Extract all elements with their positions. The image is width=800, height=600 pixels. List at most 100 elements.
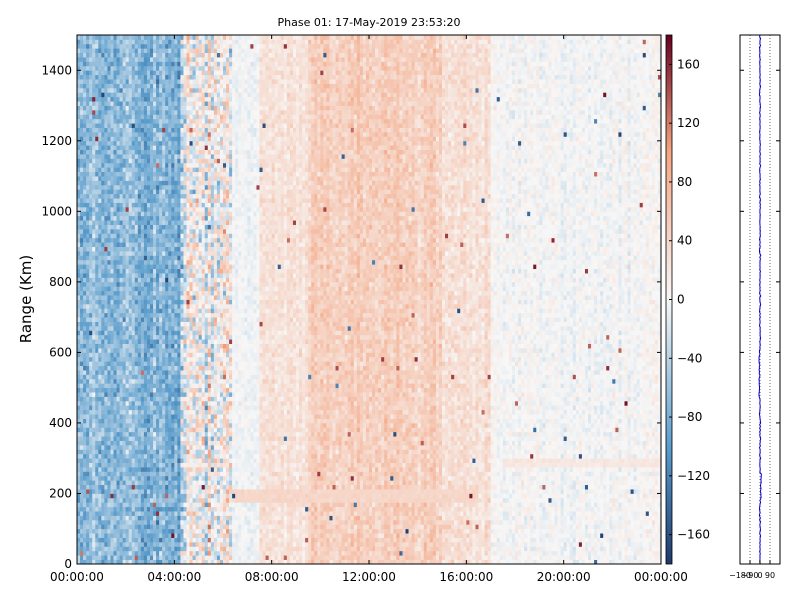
heatmap-cell: [86, 546, 90, 552]
heatmap-cell: [86, 180, 90, 186]
heatmap-cell: [183, 449, 187, 455]
heatmap-cell: [95, 431, 99, 437]
heatmap-cell: [156, 537, 160, 543]
heatmap-cell: [198, 427, 203, 433]
heatmap-cell: [180, 467, 184, 472]
heatmap-cell: [86, 484, 90, 490]
heatmap-cell: [101, 387, 105, 393]
heatmap-cell: [89, 378, 93, 384]
heatmap-cell: [107, 242, 111, 247]
heatmap-cell: [195, 458, 200, 464]
heatmap-cell: [125, 158, 130, 164]
heatmap-cell: [119, 541, 124, 547]
heatmap-cell: [80, 537, 84, 543]
heatmap-cell: [116, 268, 120, 274]
heatmap-cell: [128, 149, 133, 155]
heatmap-cell: [119, 489, 124, 494]
heatmap-cell: [137, 400, 142, 406]
heatmap-cell: [150, 475, 154, 481]
heatmap-cell: [80, 436, 84, 441]
heatmap-cell: [98, 79, 102, 84]
heatmap-cell: [80, 193, 84, 199]
heatmap-cell: [134, 440, 139, 446]
heatmap-cell: [116, 286, 120, 292]
heatmap-cell: [86, 246, 90, 252]
heatmap-cell: [180, 374, 184, 380]
heatmap-cell: [92, 475, 96, 481]
heatmap-cell: [180, 405, 184, 411]
heatmap-cell: [134, 101, 139, 106]
heatmap-cell: [189, 273, 193, 278]
heatmap-cell: [162, 158, 166, 164]
heatmap-cell: [89, 312, 93, 318]
heatmap-cell: [101, 211, 105, 217]
heatmap-cell: [150, 264, 154, 270]
heatmap-cell: [156, 409, 160, 415]
heatmap-cell: [131, 541, 136, 547]
heatmap-cell: [153, 550, 157, 556]
heatmap-cell: [119, 180, 124, 186]
heatmap-cell: [140, 57, 145, 62]
heatmap-cell: [140, 352, 145, 358]
heatmap-cell: [113, 339, 117, 344]
heatmap-cell: [89, 184, 93, 190]
heatmap-cell: [92, 35, 96, 40]
heatmap-cell: [119, 361, 124, 367]
heatmap-cell: [162, 70, 166, 76]
heatmap-cell: [162, 109, 166, 115]
heatmap-cell: [92, 158, 96, 164]
heatmap-cell: [107, 264, 111, 270]
heatmap-cell: [143, 312, 148, 318]
heatmap-cell: [98, 48, 102, 54]
heatmap-cell: [165, 259, 169, 265]
heatmap-cell: [134, 123, 139, 128]
heatmap-cell: [131, 440, 136, 446]
heatmap-cell: [104, 471, 108, 477]
heatmap-cell: [128, 83, 133, 89]
heatmap-cell: [165, 546, 169, 552]
heatmap-cell: [110, 312, 114, 318]
heatmap-cell: [159, 167, 163, 173]
heatmap-cell: [140, 295, 145, 300]
heatmap-cell: [95, 497, 99, 503]
heatmap-cell: [110, 251, 114, 256]
heatmap-cell: [189, 202, 193, 208]
heatmap-cell: [140, 361, 145, 367]
heatmap-cell: [107, 149, 111, 155]
heatmap-cell: [201, 396, 206, 402]
heatmap-cell: [140, 480, 145, 486]
heatmap-cell: [89, 286, 93, 292]
heatmap-cell: [165, 392, 169, 397]
heatmap-cell: [162, 347, 166, 353]
heatmap-cell: [168, 246, 172, 252]
heatmap-cell: [86, 365, 90, 371]
heatmap-cell: [192, 356, 197, 362]
heatmap-cell: [80, 546, 84, 552]
heatmap-cell: [110, 118, 114, 124]
heatmap-cell: [116, 39, 120, 45]
heatmap-cell: [77, 515, 81, 521]
heatmap-cell: [171, 74, 175, 80]
heatmap-cell: [137, 255, 142, 261]
heatmap-cell: [201, 299, 206, 305]
heatmap-cell: [92, 87, 96, 93]
heatmap-cell: [137, 215, 142, 221]
heatmap-cell: [95, 489, 99, 494]
heatmap-cell: [189, 281, 193, 287]
heatmap-cell: [131, 321, 136, 327]
heatmap-cell: [177, 422, 181, 428]
heatmap-cell: [162, 427, 166, 433]
heatmap-cell: [156, 39, 160, 45]
heatmap-cell: [110, 48, 114, 54]
heatmap-cell: [180, 140, 184, 146]
heatmap-cell: [143, 453, 148, 459]
heatmap-cell: [177, 458, 181, 464]
heatmap-cell: [143, 228, 148, 234]
heatmap-cell: [128, 484, 133, 490]
heatmap-cell: [198, 387, 203, 393]
heatmap-cell: [140, 101, 145, 106]
heatmap-cell: [134, 264, 139, 270]
heatmap-cell: [195, 440, 200, 446]
heatmap-cell: [86, 312, 90, 318]
heatmap-cell: [192, 555, 197, 560]
